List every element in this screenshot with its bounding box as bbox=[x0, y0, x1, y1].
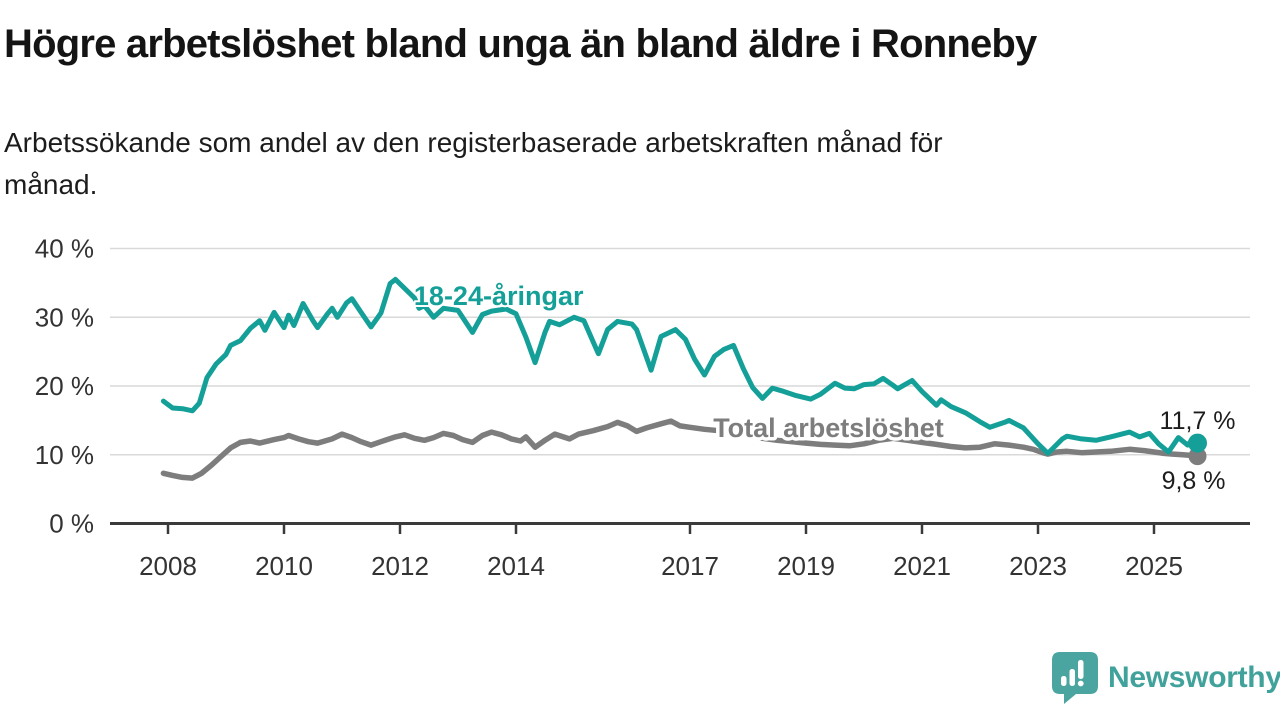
series-label-youth: 18-24-åringar bbox=[414, 281, 584, 311]
x-axis-tick-label: 2023 bbox=[1009, 551, 1067, 581]
subtitle-line-2: månad. bbox=[4, 169, 98, 200]
newsworthy-logo: Newsworthy bbox=[1052, 652, 1280, 704]
x-axis-tick-label: 2014 bbox=[487, 551, 545, 581]
y-axis-tick-label: 40 % bbox=[35, 234, 94, 264]
y-axis-tick-label: 10 % bbox=[35, 440, 94, 470]
series-end-dot-total bbox=[1188, 447, 1207, 466]
newsworthy-wordmark: Newsworthy bbox=[1108, 661, 1280, 694]
subtitle-line-1: Arbetssökande som andel av den registerb… bbox=[4, 127, 943, 158]
x-axis-tick-label: 2021 bbox=[893, 551, 951, 581]
newsworthy-speech-bubble-chart-icon bbox=[1052, 652, 1098, 704]
y-axis-tick-label: 20 % bbox=[35, 371, 94, 401]
x-axis-tick-label: 2017 bbox=[661, 551, 719, 581]
x-axis-tick-label: 2008 bbox=[139, 551, 197, 581]
series-end-dot-youth bbox=[1188, 433, 1207, 453]
x-axis-tick-label: 2010 bbox=[255, 551, 313, 581]
page-title: Högre arbetslöshet bland unga än bland ä… bbox=[4, 22, 1037, 66]
series-line-youth bbox=[160, 276, 1200, 456]
y-axis-tick-label: 30 % bbox=[35, 302, 94, 332]
x-axis-tick-label: 2025 bbox=[1125, 551, 1183, 581]
x-axis-tick-label: 2012 bbox=[371, 551, 429, 581]
chart-subtitle: Arbetssökande som andel av den registerb… bbox=[4, 122, 1224, 206]
series-line-total bbox=[160, 418, 1201, 481]
end-value-label-youth: 11,7 % bbox=[1160, 407, 1236, 435]
x-axis-tick-label: 2019 bbox=[777, 551, 835, 581]
y-axis-tick-label: 0 % bbox=[49, 509, 94, 539]
end-value-label-total: 9,8 % bbox=[1162, 467, 1226, 495]
series-label-total: Total arbetslöshet bbox=[713, 413, 944, 443]
